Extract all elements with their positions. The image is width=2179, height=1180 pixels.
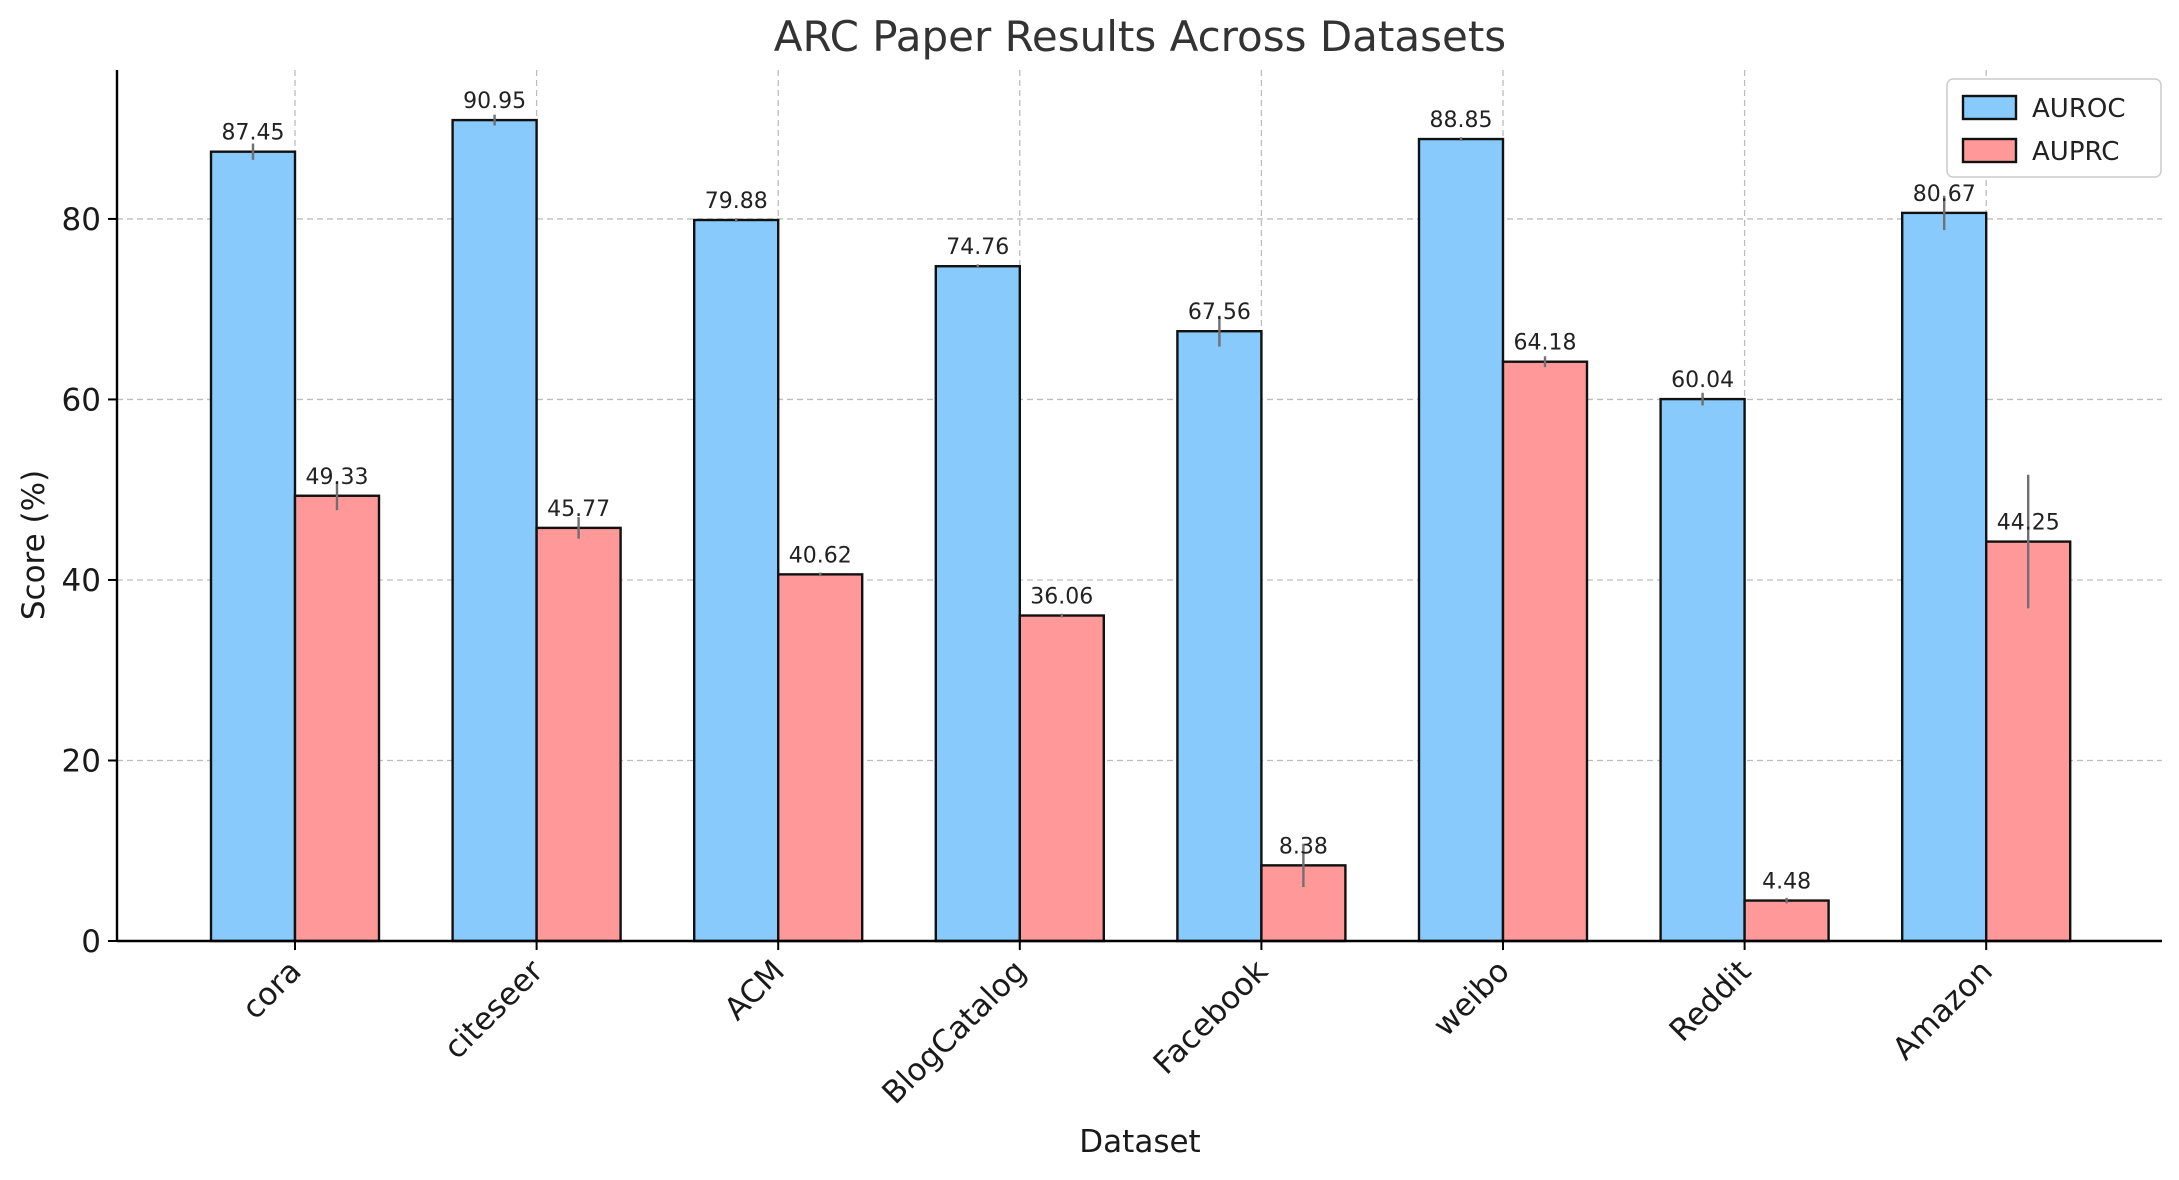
bar-label-auprc-weibo: 64.18: [1514, 331, 1577, 356]
bar-auroc-acm: [693, 218, 780, 943]
y-tick-label-0: 0: [81, 924, 101, 960]
bar-label-auroc-citeseer: 90.95: [463, 89, 526, 114]
bar-label-auprc-cora: 49.33: [306, 465, 369, 490]
legend-swatch-auroc: [1961, 94, 2018, 121]
bar-label-auroc-weibo: 88.85: [1430, 108, 1493, 133]
bar-auroc-reddit: [1659, 397, 1746, 943]
bar-auprc-blogcatalog: [1018, 614, 1105, 943]
bar-label-auroc-amazon: 80.67: [1913, 182, 1976, 207]
legend-label-auprc: AUPRC: [2032, 137, 2119, 167]
y-axis-label: Score (%): [16, 470, 52, 620]
x-tick-label-citeseer: citeseer: [437, 953, 550, 1066]
bar-label-auprc-citeseer: 45.77: [547, 497, 610, 522]
y-tick-label-20: 20: [62, 743, 101, 779]
chart-title: ARC Paper Results Across Datasets: [774, 12, 1506, 61]
x-tick-label-blogcatalog: BlogCatalog: [875, 953, 1033, 1111]
bar-auroc-amazon: [1900, 211, 1988, 943]
bar-label-auprc-amazon: 44.25: [1997, 511, 2060, 536]
grid-lines: [117, 70, 2162, 941]
axes: [115, 70, 2162, 943]
bar-label-auprc-facebook: 8.38: [1279, 834, 1328, 859]
bar-auroc-cora: [209, 150, 297, 943]
x-tick-label-amazon: Amazon: [1886, 953, 2000, 1067]
x-axis-ticks: cora citeseer ACM BlogCatalog Facebook weibo R…: [235, 941, 2000, 1111]
bar-label-auroc-facebook: 67.56: [1188, 300, 1251, 325]
bar-auprc-acm: [777, 573, 864, 943]
bar-label-auroc-acm: 79.88: [705, 189, 768, 214]
bar-label-auroc-reddit: 60.04: [1671, 368, 1734, 393]
y-tick-label-80: 80: [62, 202, 101, 238]
y-tick-label-60: 60: [62, 382, 101, 418]
bar-label-auprc-blogcatalog: 36.06: [1030, 585, 1093, 610]
legend-label-auroc: AUROC: [2032, 94, 2126, 124]
x-axis-label: Dataset: [1079, 1124, 1200, 1160]
bar-auprc-cora: [293, 494, 381, 943]
bar-auprc-reddit: [1743, 899, 1830, 943]
bar-label-auroc-blogcatalog: 74.76: [946, 235, 1009, 260]
bar-label-auroc-cora: 87.45: [222, 121, 285, 146]
x-tick-label-weibo: weibo: [1426, 953, 1516, 1043]
x-tick-label-acm: ACM: [718, 953, 792, 1027]
bar-auroc-weibo: [1417, 137, 1505, 943]
bar-value-labels: 87.45 90.95 79.88 74.76 67.56 88.85 60.04 80.67…: [222, 89, 2060, 894]
y-tick-label-40: 40: [62, 563, 101, 599]
legend: AUROC AUPRC: [1946, 78, 2162, 178]
bar-label-auprc-acm: 40.62: [789, 543, 852, 568]
bar-auroc-facebook: [1176, 330, 1263, 943]
x-tick-label-cora: cora: [235, 953, 308, 1026]
bars: [209, 118, 2072, 943]
bar-auroc-citeseer: [451, 118, 538, 943]
x-tick-label-facebook: Facebook: [1147, 953, 1275, 1081]
x-tick-label-reddit: Reddit: [1663, 953, 1759, 1049]
y-axis-ticks: 0 20 40 60 80: [62, 202, 117, 960]
bar-auprc-weibo: [1501, 360, 1589, 943]
bar-auprc-citeseer: [535, 526, 622, 943]
bar-auroc-blogcatalog: [934, 265, 1021, 943]
bar-label-auprc-reddit: 4.48: [1762, 870, 1811, 895]
error-bars: [251, 114, 2030, 904]
legend-swatch-auprc: [1961, 137, 2018, 164]
